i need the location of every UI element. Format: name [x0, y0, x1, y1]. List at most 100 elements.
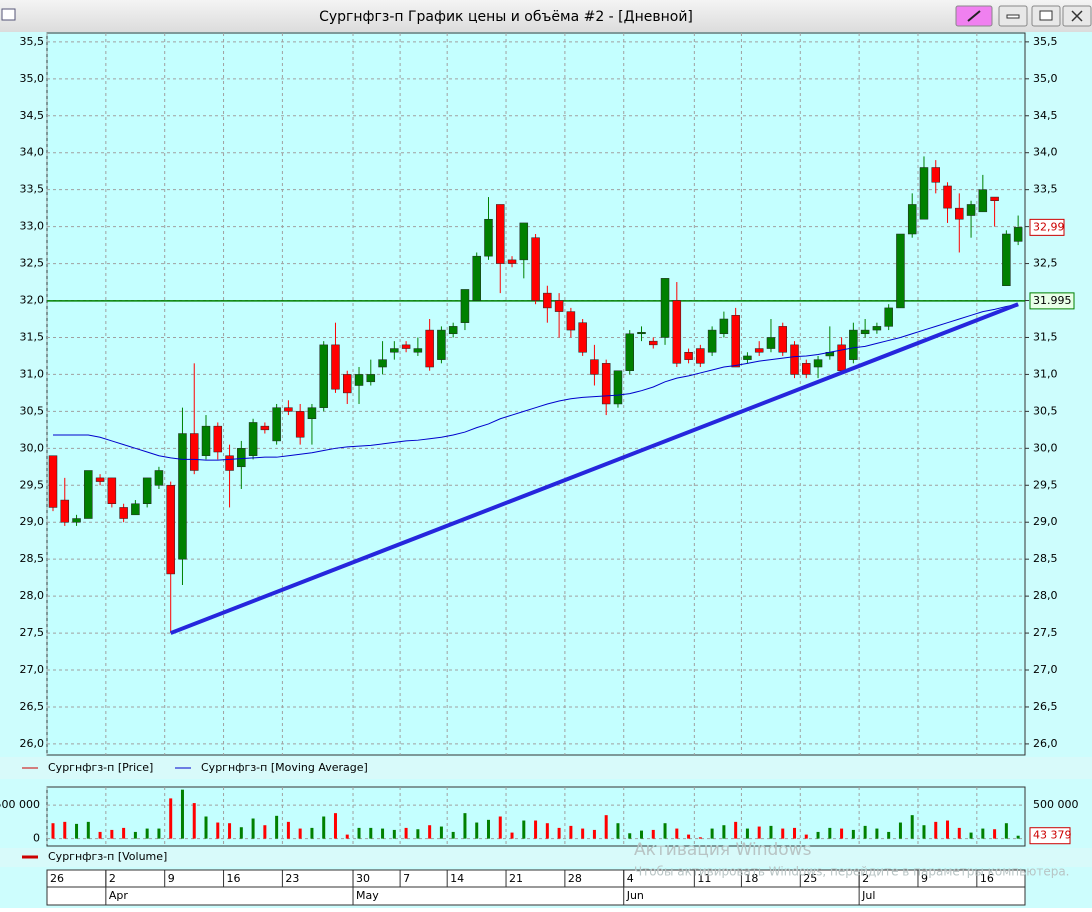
y-tick-label-right: 30,0	[1033, 441, 1058, 454]
volume-bar	[922, 825, 926, 839]
x-tick-label: 11	[697, 872, 711, 885]
volume-bar	[510, 832, 514, 839]
volume-bar	[522, 820, 526, 839]
y-tick-label: 27,5	[20, 626, 45, 639]
x-tick-label: 16	[980, 872, 994, 885]
window-title: Сургнфгз-п График цены и объёма #2 - [Дн…	[319, 9, 693, 25]
volume-bar	[357, 827, 361, 839]
volume-bar	[286, 821, 290, 839]
volume-bar	[192, 803, 196, 839]
volume-bar	[569, 825, 573, 839]
volume-bar	[957, 827, 961, 839]
y-tick-label-right: 31,0	[1033, 367, 1058, 380]
candle-body	[660, 278, 670, 338]
volume-bar	[640, 830, 643, 839]
x-tick-label: 7	[403, 872, 410, 885]
y-tick-label: 32,0	[20, 294, 45, 307]
volume-bar	[86, 821, 90, 839]
y-tick-label-right: 32,5	[1033, 257, 1058, 270]
volume-bar	[216, 822, 220, 839]
x-tick-label: 23	[285, 872, 299, 885]
volume-bar	[840, 828, 844, 839]
volume-bar	[204, 816, 208, 839]
candle-body	[72, 518, 81, 523]
candle-body	[919, 167, 929, 220]
candle-body	[496, 204, 505, 264]
last-volume-box	[1029, 827, 1071, 845]
volume-bar	[263, 825, 267, 839]
volume-bar	[828, 827, 832, 839]
candle-body	[519, 222, 529, 261]
volume-bar	[75, 823, 79, 839]
volume-bar	[722, 825, 726, 839]
y-tick-label-right: 28,5	[1033, 552, 1058, 565]
candle-body	[48, 455, 58, 508]
candle-body	[307, 407, 317, 420]
volume-bar	[781, 828, 785, 839]
volume-bar	[275, 815, 279, 839]
level-label: 31.995	[1033, 294, 1072, 307]
y-tick-label: 34,5	[20, 109, 45, 122]
y-tick-label: 33,0	[20, 220, 45, 233]
volume-bar	[851, 829, 855, 839]
volume-bar	[769, 825, 773, 839]
x-tick-label: 30	[356, 872, 370, 885]
x-tick-label: 4	[627, 872, 634, 885]
candle-body	[802, 363, 811, 375]
volume-bar	[757, 826, 761, 839]
volume-bar	[745, 828, 749, 839]
volume-bar	[392, 829, 396, 839]
volume-bar	[428, 825, 432, 839]
candle-body	[649, 340, 658, 346]
candle-body	[472, 255, 481, 301]
volume-bar	[710, 828, 714, 839]
x-tick-label: 26	[50, 872, 64, 885]
candle-body	[601, 363, 611, 405]
volume-legend-row	[0, 848, 1092, 867]
y-tick-label-right: 26,0	[1033, 737, 1058, 750]
x-tick-label: 2	[109, 872, 116, 885]
volume-bar	[416, 829, 420, 839]
x-tick-label: 18	[744, 872, 758, 885]
candle-body	[507, 259, 517, 264]
price-pane	[46, 32, 1026, 756]
moving-average-line	[53, 303, 1019, 461]
y-tick-label-right: 34,5	[1033, 109, 1058, 122]
y-tick-label: 29,0	[20, 515, 45, 528]
volume-bar	[439, 826, 443, 839]
candle-body	[189, 433, 199, 471]
candle-body	[1002, 233, 1011, 286]
candle-body	[943, 185, 952, 209]
volume-bar	[145, 828, 149, 839]
trendline	[169, 302, 1019, 635]
y-tick-label-right: 29,0	[1033, 515, 1058, 528]
x-tick-label: 2	[862, 872, 869, 885]
candle-body	[790, 344, 799, 375]
y-tick-label-right: 35,5	[1033, 35, 1058, 48]
candle-body	[390, 348, 399, 353]
x-tick-label: 28	[568, 872, 582, 885]
candle-body	[166, 485, 175, 575]
volume-bar	[1004, 823, 1008, 839]
candle-body	[625, 333, 634, 371]
y-tick-label-right: 31,5	[1033, 330, 1058, 343]
volume-bar	[228, 823, 232, 839]
y-tick-label: 26,0	[20, 737, 45, 750]
y-tick-label: 26,5	[20, 700, 45, 713]
volume-bar	[298, 828, 302, 839]
y-tick-label-right: 35,0	[1033, 72, 1058, 85]
close-icon	[1071, 10, 1083, 22]
x-tick-label: 21	[509, 872, 523, 885]
last-price-box	[1029, 218, 1065, 236]
plot-layer: 26,0 26,0 26,5 26,5 27,0 27,0 27,5 27,5 28,0 28,0…	[0, 33, 1079, 905]
volume-bar	[498, 816, 502, 839]
volume-bar	[993, 829, 997, 839]
candle-body	[225, 455, 234, 471]
volume-bar	[946, 820, 950, 839]
y-tick-label: 30,5	[20, 404, 45, 417]
candle-body	[896, 233, 905, 309]
candle-body	[95, 477, 105, 482]
candle-body	[613, 370, 623, 405]
candle-body	[331, 344, 340, 390]
